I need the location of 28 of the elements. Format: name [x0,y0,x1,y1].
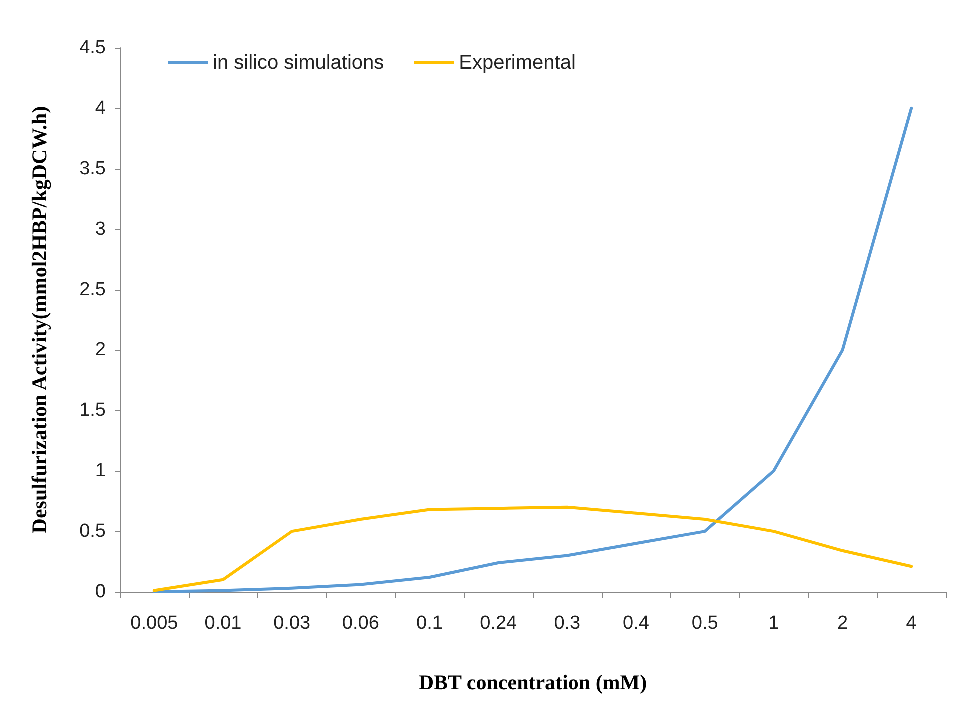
x-tick-label: 0.06 [342,613,380,634]
line-series [152,106,914,594]
x-tick-label: 0.24 [480,613,518,634]
x-tick-label: 0.3 [554,613,581,634]
x-tick-label: 1 [768,613,780,634]
y-tick-label: 2 [95,340,106,361]
x-tick-label: 4 [906,613,918,634]
y-tick-label: 0.5 [80,521,106,542]
x-axis-title: DBT concentration (mM) [418,670,648,694]
x-tick-label: 0.01 [204,613,242,634]
x-tick-label: 0.4 [623,613,650,634]
x-tick-label: 2 [837,613,848,634]
y-axis-title: Desulfurization Activity(mmol2HBP/kgDCW.h) [28,106,52,534]
x-tick-label: 0.005 [130,613,178,634]
x-tick-label: 0.03 [274,613,311,634]
y-tick-label: 1 [95,460,106,482]
y-tick-label: 4 [95,98,106,119]
y-tick-label: 4.5 [80,38,106,58]
legend-label: Experimental [459,52,576,74]
line-series [152,506,914,592]
y-tick-label: 3.5 [80,158,106,180]
legend-label: in silico simulations [213,52,384,74]
y-tick-label: 1.5 [80,400,106,422]
y-tick-label: 2.5 [80,279,106,300]
y-tick-label: 0 [95,582,106,602]
x-tick-label: 0.1 [416,613,443,634]
y-tick-label: 3 [95,218,106,240]
x-tick-label: 0.5 [692,613,718,634]
